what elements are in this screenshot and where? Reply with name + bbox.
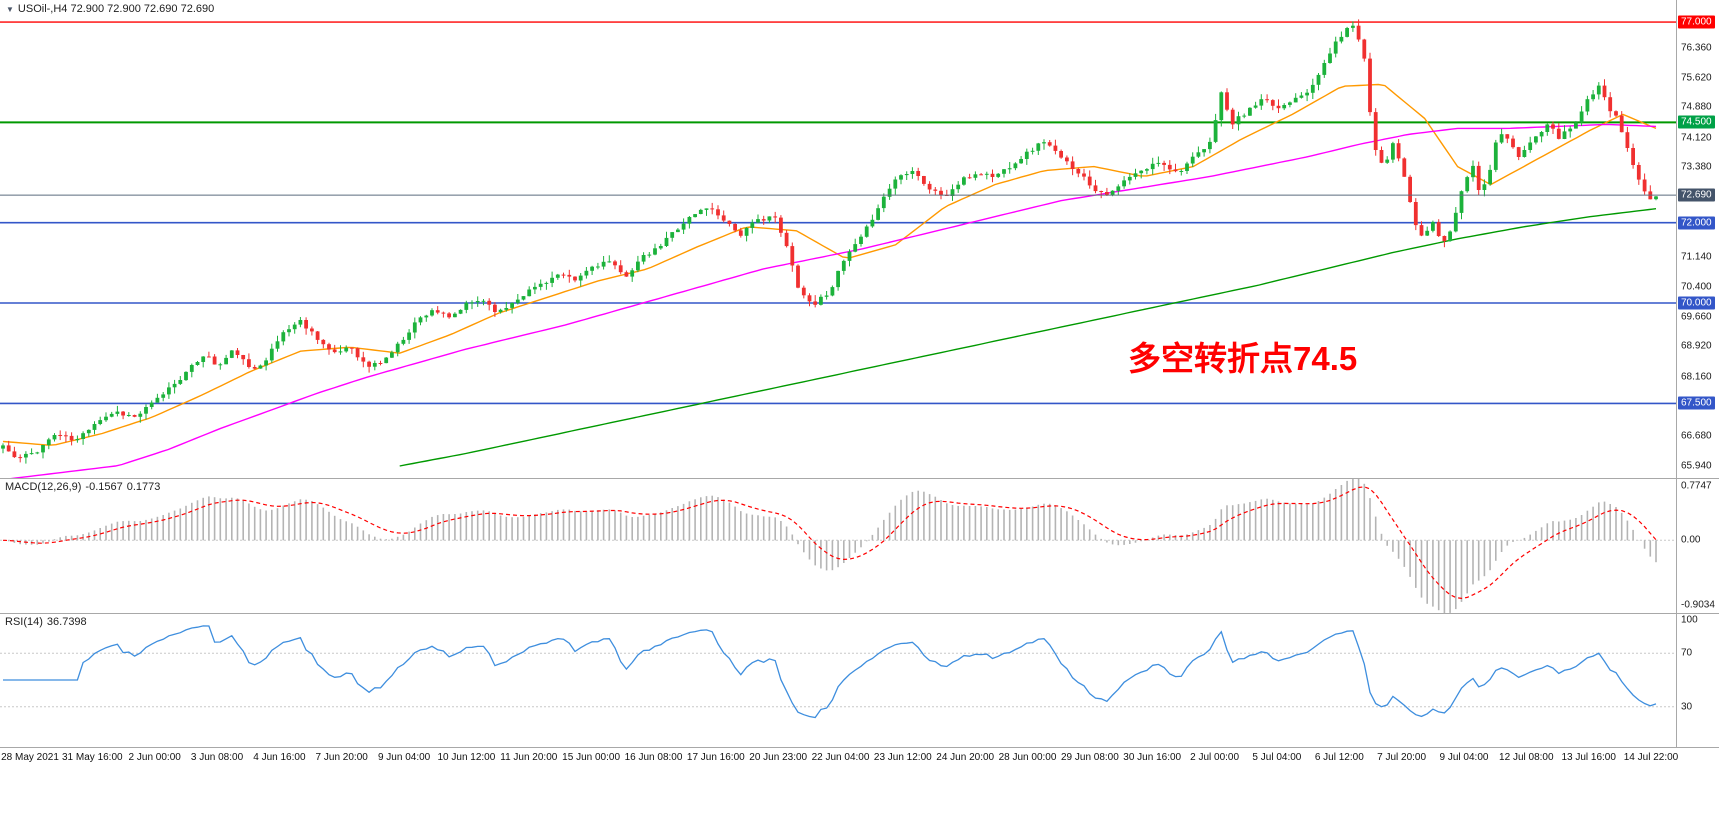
rsi-value: 36.7398 [46,616,87,628]
chart-annotation-text: 多空转折点74.5 [1128,340,1358,377]
rsi-chart-canvas[interactable] [0,613,1676,747]
horizontal-level-lines [0,21,1676,405]
price-axis-label: 69.660 [1681,311,1712,323]
panel-divider[interactable] [0,747,1719,748]
rsi-name: RSI(14) [5,616,43,628]
price-axis-label: 70.400 [1681,281,1712,293]
time-axis-label: 3 Jun 08:00 [190,752,244,763]
macd-signal-line [2,486,1657,600]
time-axis-label: 13 Jul 16:00 [1561,752,1616,763]
price-axis-label: 68.920 [1681,340,1712,352]
price-badge-72.000: 72.000 [1678,216,1715,230]
price-axis[interactable]: 76.360 75.620 74.880 74.120 73.380 71.140 70.4… [1676,0,1719,747]
price-badge-77.000: 77.000 [1678,15,1715,29]
symbol-ohlc-text: USOil-,H4 72.900 72.900 72.690 72.690 [17,3,215,15]
price-axis-label: 76.360 [1681,42,1712,54]
time-axis-label: 29 Jun 08:00 [1060,752,1119,763]
macd-main-value: -0.1567 [85,481,123,493]
time-axis-label: 12 Jul 08:00 [1499,752,1554,763]
time-axis-label: 2 Jul 00:00 [1190,752,1240,763]
time-axis-label: 5 Jul 04:00 [1252,752,1302,763]
time-axis-label: 17 Jun 16:00 [686,752,745,763]
time-axis-label: 6 Jul 12:00 [1314,752,1364,763]
price-badge-72.690: 72.690 [1678,188,1715,202]
ma-slow-line [399,208,1657,467]
ma-fast-line [2,83,1657,446]
rsi-axis-label: 100 [1681,614,1698,626]
price-badge-74.500: 74.500 [1678,115,1715,129]
time-axis-label: 9 Jul 04:00 [1439,752,1489,763]
ma-mid-line [10,123,1657,478]
time-axis-label: 24 Jun 20:00 [936,752,995,763]
panel-divider[interactable] [0,613,1719,614]
rsi-axis-label: 70 [1681,647,1693,659]
candles-group [1,19,1658,464]
macd-histogram [7,478,1657,613]
panel-divider[interactable] [0,478,1719,479]
time-axis-label: 9 Jun 04:00 [377,752,431,763]
price-axis-label: 73.380 [1681,161,1712,173]
price-axis-label: 74.880 [1681,101,1712,113]
time-axis-label: 16 Jun 08:00 [624,752,683,763]
price-axis-label: 75.620 [1681,72,1712,83]
time-axis-label: 7 Jun 20:00 [315,752,368,763]
time-axis-label: 14 Jul 22:00 [1623,752,1679,763]
macd-label: MACD(12,26,9) -0.1567 0.1773 [5,481,164,493]
time-axis-label: 22 Jun 04:00 [811,752,870,763]
time-axis-label: 10 Jun 12:00 [437,752,496,763]
time-axis-label: 23 Jun 12:00 [873,752,932,763]
macd-signal-value: 0.1773 [126,481,161,493]
time-axis-label: 28 Jun 00:00 [998,752,1057,763]
time-axis-label: 2 Jun 00:00 [128,752,181,763]
rsi-label: RSI(14) 36.7398 [5,616,91,628]
macd-axis-label: 0.00 [1681,534,1701,546]
time-axis[interactable]: 28 May 2021 31 May 16:00 2 Jun 00:00 3 Jun … [0,747,1719,775]
time-axis-label: 7 Jul 20:00 [1377,752,1427,763]
time-axis-label: 11 Jun 20:00 [500,752,558,763]
rsi-axis-label: 30 [1681,701,1693,713]
macd-indicator-panel: MACD(12,26,9) -0.1567 0.1773 [0,478,1676,613]
time-axis-label: 28 May 2021 [1,752,59,763]
macd-name: MACD(12,26,9) [5,481,82,493]
macd-axis-label: 0.7747 [1681,480,1712,492]
rsi-line [3,625,1657,719]
symbol-quote-bar: ▼ USOil-,H4 72.900 72.900 72.690 72.690 [6,3,214,15]
price-chart-canvas[interactable] [0,0,1676,478]
time-axis-label: 31 May 16:00 [61,752,123,763]
price-axis-label: 66.680 [1681,430,1712,442]
price-badge-70.000: 70.000 [1678,296,1715,310]
price-badge-67.500: 67.500 [1678,396,1715,410]
price-axis-label: 74.120 [1681,132,1712,144]
time-axis-label: 20 Jun 23:00 [749,752,808,763]
price-axis-label: 68.160 [1681,371,1712,383]
rsi-indicator-panel: RSI(14) 36.7398 [0,613,1676,747]
time-axis-label: 15 Jun 00:00 [562,752,621,763]
price-axis-label: 71.140 [1681,251,1712,263]
chevron-down-icon[interactable]: ▼ [6,5,14,14]
macd-chart-canvas[interactable] [0,478,1676,613]
price-chart-panel: ▼ USOil-,H4 72.900 72.900 72.690 72.690 多… [0,0,1676,478]
macd-axis-label: -0.9034 [1681,599,1715,611]
time-axis-label: 4 Jun 16:00 [253,752,306,763]
time-axis-label: 30 Jun 16:00 [1123,752,1182,763]
price-axis-label: 65.940 [1681,460,1712,472]
